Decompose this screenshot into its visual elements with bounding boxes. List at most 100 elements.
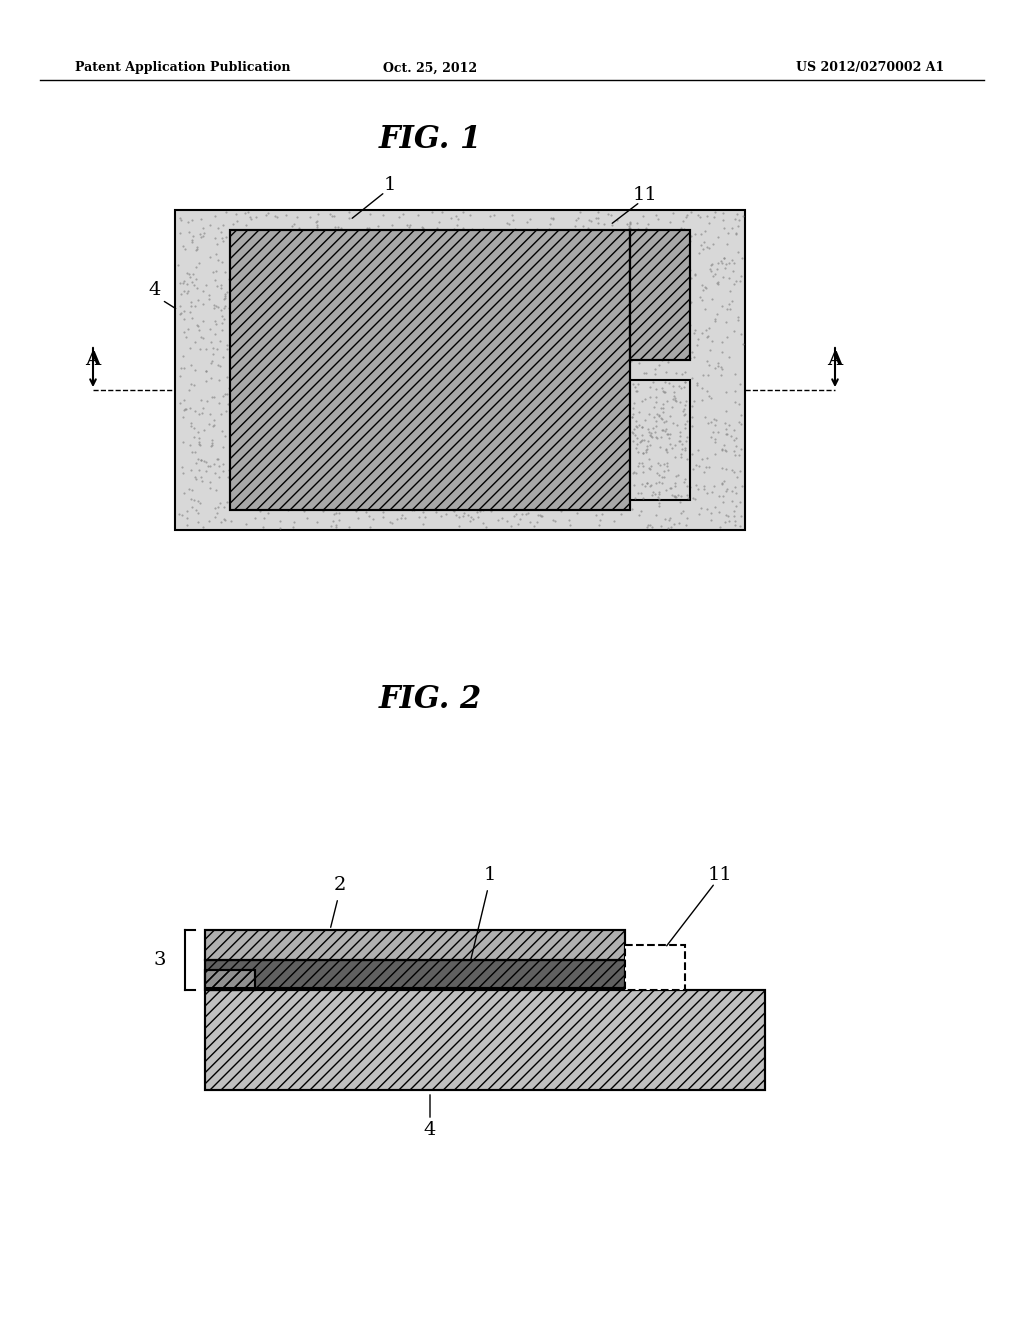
Point — [474, 315, 490, 337]
Point — [579, 400, 595, 421]
Point — [545, 209, 561, 230]
Point — [652, 251, 669, 272]
Point — [298, 351, 314, 372]
Point — [388, 309, 404, 330]
Point — [322, 366, 338, 387]
Point — [233, 313, 250, 334]
Point — [625, 306, 641, 327]
Point — [352, 230, 369, 251]
Point — [193, 389, 209, 411]
Point — [375, 507, 391, 528]
Point — [470, 375, 486, 396]
Point — [349, 248, 366, 269]
Point — [347, 243, 364, 264]
Point — [450, 214, 466, 235]
Point — [336, 300, 352, 321]
Point — [430, 486, 446, 507]
Point — [324, 231, 340, 252]
Point — [604, 289, 621, 310]
Point — [372, 378, 388, 399]
Point — [664, 226, 680, 247]
Point — [563, 275, 580, 296]
Point — [554, 453, 570, 474]
Point — [629, 264, 645, 285]
Point — [676, 469, 692, 490]
Point — [536, 482, 552, 503]
Point — [693, 378, 710, 399]
Point — [210, 370, 226, 391]
Point — [714, 331, 730, 352]
Point — [668, 465, 684, 486]
Point — [350, 244, 367, 265]
Point — [634, 391, 650, 412]
Point — [191, 428, 208, 449]
Point — [651, 483, 668, 504]
Text: A: A — [827, 351, 843, 370]
Point — [267, 440, 284, 461]
Point — [524, 393, 541, 414]
Point — [559, 416, 575, 437]
Point — [542, 467, 558, 488]
Point — [621, 215, 637, 236]
Point — [660, 234, 677, 255]
Point — [641, 458, 657, 479]
Point — [443, 308, 460, 329]
Point — [486, 292, 503, 313]
Point — [647, 359, 664, 380]
Point — [499, 305, 515, 326]
Point — [483, 500, 500, 521]
Point — [624, 351, 640, 372]
Point — [357, 444, 374, 465]
Point — [198, 338, 214, 359]
Point — [358, 239, 375, 260]
Point — [280, 499, 296, 520]
Point — [370, 447, 386, 469]
Point — [669, 260, 685, 281]
Point — [724, 480, 740, 502]
Point — [712, 516, 728, 537]
Point — [319, 442, 336, 463]
Point — [656, 381, 673, 403]
Point — [368, 399, 384, 420]
Point — [186, 400, 203, 421]
Point — [384, 248, 400, 269]
Point — [175, 407, 191, 428]
Point — [294, 384, 310, 405]
Point — [262, 249, 279, 271]
Point — [542, 399, 558, 420]
Point — [317, 455, 334, 477]
Point — [632, 473, 648, 494]
Point — [173, 302, 189, 323]
Point — [213, 511, 229, 532]
Point — [176, 389, 193, 411]
Point — [259, 479, 275, 500]
Point — [615, 426, 632, 447]
Point — [492, 294, 508, 315]
Point — [443, 207, 460, 228]
Point — [193, 467, 209, 488]
Point — [201, 511, 217, 532]
Point — [269, 331, 286, 352]
Point — [234, 293, 251, 314]
Point — [456, 503, 472, 524]
Point — [260, 203, 276, 224]
Point — [626, 450, 642, 471]
Point — [515, 372, 531, 393]
Point — [583, 411, 599, 432]
Point — [716, 248, 732, 269]
Point — [322, 203, 338, 224]
Point — [210, 296, 226, 317]
Point — [527, 235, 544, 256]
Point — [657, 420, 674, 441]
Point — [523, 403, 540, 424]
Point — [544, 355, 560, 376]
Point — [454, 359, 470, 380]
Point — [216, 297, 232, 318]
Point — [490, 323, 507, 345]
Point — [505, 484, 521, 506]
Point — [436, 378, 453, 399]
Point — [648, 379, 665, 400]
Point — [710, 273, 726, 294]
Point — [650, 391, 667, 412]
Point — [549, 338, 565, 359]
